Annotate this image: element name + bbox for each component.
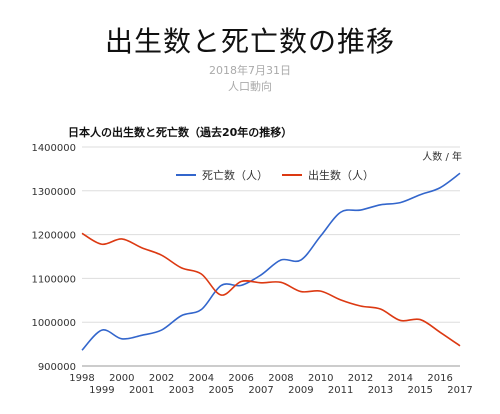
y-tick-label: 1100000 xyxy=(31,274,76,285)
page-title: 出生数と死亡数の推移 xyxy=(104,25,395,58)
x-tick-label: 2008 xyxy=(268,373,293,384)
series-line-1 xyxy=(81,172,461,351)
series-line-2 xyxy=(81,232,461,347)
page-date: 2018年7月31日 xyxy=(209,64,291,77)
y-tick-label: 1400000 xyxy=(31,143,76,154)
unit-label: 人数 / 年 xyxy=(422,150,462,163)
x-tick-label: 2000 xyxy=(109,373,134,384)
x-tick-label: 2013 xyxy=(368,385,393,396)
x-tick-label: 2012 xyxy=(348,373,373,384)
x-tick-label: 2014 xyxy=(388,373,413,384)
x-tick-label: 2004 xyxy=(189,373,214,384)
x-tick-label: 2016 xyxy=(427,373,452,384)
x-tick-label: 2010 xyxy=(308,373,333,384)
x-tick-label: 2002 xyxy=(149,373,174,384)
x-tick-label: 1999 xyxy=(89,385,114,396)
legend-label: 死亡数（人） xyxy=(202,168,268,182)
y-tick-label: 1000000 xyxy=(31,318,76,329)
x-tick-label: 2011 xyxy=(328,385,353,396)
y-tick-label: 1300000 xyxy=(31,187,76,198)
x-tick-label: 2005 xyxy=(209,385,234,396)
chart-title: 日本人の出生数と死亡数（過去20年の推移） xyxy=(68,126,293,139)
x-tick-label: 2009 xyxy=(288,385,313,396)
page-source: 人口動向 xyxy=(228,80,272,93)
legend-label: 出生数（人） xyxy=(308,168,374,182)
x-tick-label: 2003 xyxy=(169,385,194,396)
x-tick-label: 2007 xyxy=(248,385,273,396)
y-tick-label: 900000 xyxy=(38,362,76,373)
x-tick-label: 2017 xyxy=(447,385,472,396)
x-tick-label: 2015 xyxy=(407,385,432,396)
x-tick-label: 2006 xyxy=(228,373,253,384)
y-tick-label: 1200000 xyxy=(31,231,76,242)
x-tick-label: 1998 xyxy=(69,373,94,384)
x-tick-label: 2001 xyxy=(129,385,154,396)
